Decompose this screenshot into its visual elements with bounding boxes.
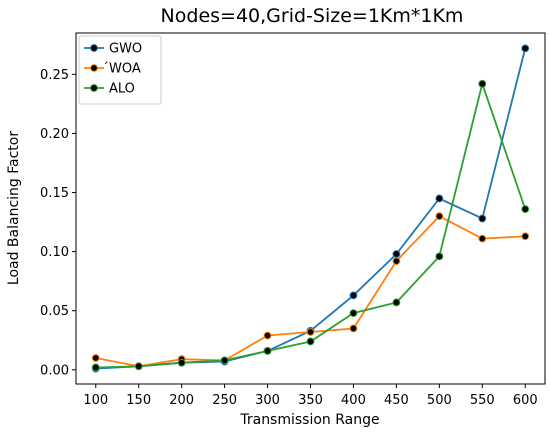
data-point	[263, 331, 272, 340]
y-axis-label: Load Balancing Factor	[6, 131, 22, 285]
data-point	[392, 250, 401, 258]
x-tick-label: 250	[212, 393, 237, 408]
data-point	[521, 44, 530, 53]
x-tick-label: 350	[298, 393, 323, 408]
y-tick-label: 0.15	[40, 186, 69, 201]
legend: GWÓWOA ALO	[78, 35, 162, 105]
data-point	[435, 212, 444, 221]
x-tick-label: 300	[255, 393, 280, 408]
y-tick-label: 0.25	[40, 68, 69, 83]
data-point	[263, 347, 272, 355]
x-tick-label: 450	[384, 393, 409, 408]
data-point	[392, 298, 401, 307]
data-point	[349, 309, 358, 317]
x-axis: 100 150 200 250 300 350 400 450 500 550 600	[83, 384, 538, 408]
data-point	[435, 252, 444, 261]
x-axis-label: Transmission Range	[239, 412, 379, 428]
data-point	[349, 324, 358, 333]
data-point	[478, 214, 487, 223]
x-tick-label: 600	[513, 393, 538, 408]
legend-label: GWO	[109, 42, 142, 57]
data-point	[91, 354, 100, 362]
data-point	[349, 291, 358, 300]
series-layer	[91, 44, 530, 373]
data-point	[521, 232, 530, 241]
legend-marker	[90, 84, 98, 92]
data-point	[478, 234, 487, 243]
y-tick-label: 0.00	[40, 363, 69, 378]
x-tick-label: 400	[341, 393, 366, 408]
chart-title: Nodes=40,Grid-Size=1Km*1Km	[161, 5, 464, 27]
data-point	[220, 356, 229, 365]
data-point	[306, 337, 315, 346]
y-axis: 0.00 0.05 0.10 0.15 0.20 0.25	[40, 68, 76, 378]
x-tick-label: 550	[470, 393, 495, 408]
x-tick-label: 200	[169, 393, 194, 408]
x-tick-label: 500	[427, 393, 452, 408]
legend-label: ́WOA	[104, 62, 141, 77]
legend-marker	[90, 44, 98, 52]
data-point	[521, 205, 530, 213]
legend-marker	[90, 64, 98, 72]
data-point	[306, 328, 315, 336]
x-tick-label: 150	[126, 393, 151, 408]
y-tick-label: 0.05	[40, 304, 69, 319]
legend-label: ALO	[109, 82, 135, 97]
legend-box	[78, 35, 162, 105]
series-line-alo	[95, 80, 527, 369]
data-point	[435, 194, 444, 203]
data-point	[478, 79, 487, 88]
data-point	[392, 257, 401, 265]
data-point	[91, 363, 100, 372]
data-point	[177, 358, 186, 367]
x-tick-label: 100	[83, 393, 108, 408]
data-point	[134, 362, 143, 371]
y-tick-label: 0.20	[40, 127, 69, 142]
y-tick-label: 0.10	[40, 245, 69, 260]
